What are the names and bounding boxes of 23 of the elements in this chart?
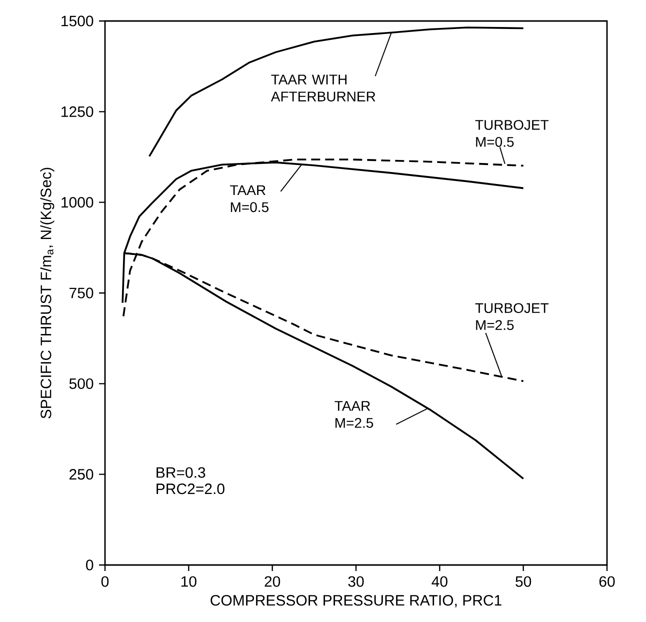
series-label: TAAR M=0.5 [230, 185, 268, 212]
annotation: BR=0.3 [156, 467, 206, 478]
y-tick-label: 1000 [62, 197, 94, 208]
x-tick-label: 0 [101, 576, 109, 587]
x-tick-label: 20 [264, 576, 280, 587]
y-tick-label: 250 [70, 469, 94, 480]
x-tick-label: 60 [599, 576, 615, 587]
y-tick-label: 0 [86, 560, 94, 570]
annotation: PRC2=2.0 [156, 484, 224, 494]
y-axis-title: SPECIFIC THRUST F/m$_{a}$, N/(Kg/Sec) [40, 168, 54, 418]
x-tick-label: 30 [348, 576, 364, 587]
x-tick-label: 10 [181, 576, 196, 587]
series-label: TAAR WITH AFTERBURNER [270, 74, 376, 102]
y-tick-label: 1500 [62, 16, 94, 26]
x-tick-label: 40 [432, 576, 448, 587]
x-axis-title: COMPRESSOR PRESSURE RATIO, PRC1 [210, 595, 502, 608]
y-tick-label: 500 [69, 378, 94, 389]
text: TURBOJET M=2.5 [475, 303, 549, 330]
series-label: TURBOJET M=0.5 [475, 120, 549, 147]
y-tick-label: 1250 [62, 106, 94, 117]
y-tick-label: 750 [70, 288, 94, 298]
x-tick-label: 50 [516, 576, 532, 587]
legend-label: TAAR M=2.5 [334, 401, 374, 428]
